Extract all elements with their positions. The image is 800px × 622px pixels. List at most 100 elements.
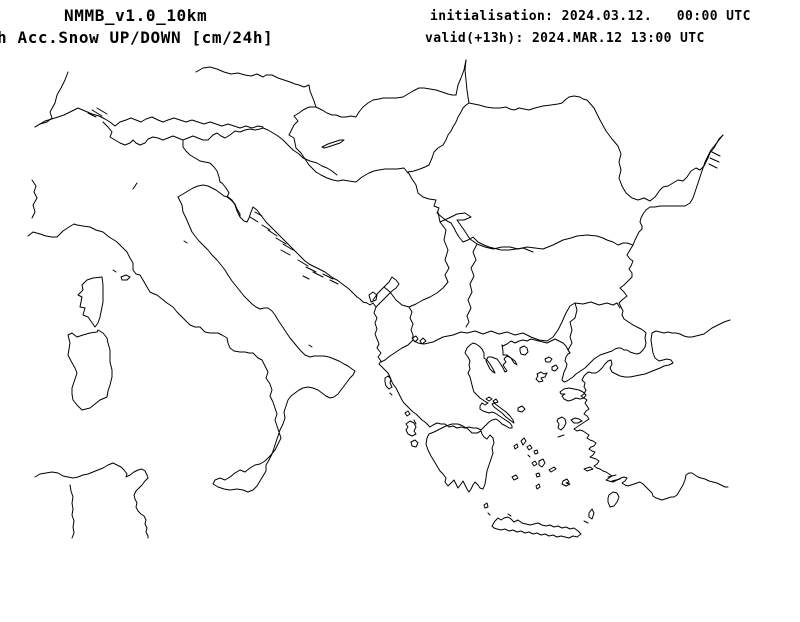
map-feature-island-skiathos [485,396,493,402]
map-feature-border-at-si [182,140,223,184]
map-feature-island-skyros [517,405,526,413]
map-feature-island-ios [535,472,541,478]
map-feature-coast-blacksea-west [618,134,724,348]
map-feature-coast-dalmatia [252,206,377,308]
map-feature-border-rs-west [372,211,450,308]
product-label: h Acc.Snow UP/DOWN [cm/24h] [0,28,274,47]
map-feature-danube-delta-1 [711,151,721,157]
map-feature-island-kea [513,443,519,450]
map-feature-island-zakynthos [410,439,419,448]
map-feature-island-korcula [322,273,334,280]
map-feature-coast-epirus-albania [373,306,429,426]
map-feature-island-thasos [519,345,529,356]
map-feature-island-kornati [282,243,294,251]
map-feature-island-rab [261,224,271,231]
map-feature-island-krk [254,211,263,217]
map-feature-border-hu-ro [407,102,470,173]
map-feature-coast-thermaikos-attica [464,347,513,431]
map-feature-island-skopelos [492,398,499,404]
map-feature-island-brac [305,266,317,273]
map-feature-lake-garda [132,182,138,190]
map-feature-island-santorini [535,483,541,490]
map-feature-island-rhodes [607,491,620,508]
map-feature-border-fr-it [31,179,38,219]
map-feature-islet-tremiti [308,344,313,348]
map-feature-island-hvar [312,271,324,278]
map-feature-island-paros [531,460,538,467]
map-feature-islet-montecristo [112,269,117,273]
map-feature-border-bg-ro-danube [476,234,634,250]
map-feature-border-al-gr [380,339,414,363]
map-feature-peninsula-bodrum [607,474,617,478]
map-feature-island-kefalonia [405,420,417,437]
map-feature-island-paxi [389,392,393,396]
map-feature-coast-turkey-blacksea [651,319,731,338]
map-feature-island-mljet [329,279,339,285]
map-feature-border-cz-at-sk [195,66,317,108]
map-feature-border-hu-west [288,106,317,173]
map-feature-island-corsica [77,276,104,328]
map-feature-island-crete [491,516,582,539]
map-feature-coast-sicily-west [69,484,75,539]
map-feature-border-al-mk [408,306,414,341]
map-feature-island-evia [491,402,515,424]
initialisation-label: initialisation: 2024.03.12. 00:00 UTC [430,9,751,24]
map-feature-island-ithaca [413,419,417,425]
map-feature-island-kythira [483,502,489,509]
map-feature-island-kos [583,466,594,472]
map-feature-island-kasos [583,520,589,524]
map-feature-coast-istria [177,184,254,223]
map-feature-island-samothrace [544,356,553,363]
map-feature-border-hu-sk [315,59,467,118]
map-feature-border-alps-upper [34,107,264,129]
map-feature-border-bg-tr [574,301,621,309]
map-feature-border-me-al [375,276,400,308]
map-feature-island-syros [527,454,531,458]
map-feature-coast-chalkidiki [466,342,518,374]
map-feature-lake-prespa [419,337,427,345]
map-feature-border-alps-lower [102,121,294,151]
map-feature-island-tinos [526,444,533,451]
map-feature-island-vis [302,275,310,280]
map-feature-coast-turkey-west [573,332,729,501]
map-feature-island-milos [511,474,519,481]
map-feature-coast-italy-main [27,196,356,493]
map-feature-border-si-hr [221,182,241,218]
map-feature-lake-balaton [321,139,345,149]
map-feature-border-ro-east [586,99,724,202]
map-feature-lake-ohrid [411,335,419,343]
map-feature-danube-delta-3 [708,163,718,169]
map-feature-island-zadar-chain [280,249,291,256]
map-feature-island-dugi-otok [275,237,287,245]
map-feature-island-sardinia [67,329,113,411]
map-feature-island-naxos [538,458,546,468]
map-feature-border-hu-south [315,167,409,183]
map-feature-island-samos [570,417,583,424]
map-feature-danube-delta-2 [709,157,720,163]
map-feature-island-mykonos [533,449,539,455]
map-feature-island-gokceada [551,364,559,372]
map-feature-border-de-cz [34,71,69,128]
map-feature-border-rs-bg [465,243,478,328]
map-feature-island-cres [249,216,259,223]
map-feature-island-ikaria [557,434,565,438]
map-feature-border-gr-mk-bg [412,302,576,345]
map-feature-island-corfu [384,375,393,390]
map-feature-island-chios [556,416,567,431]
map-feature-border-hatch-3 [96,107,108,115]
map-feature-border-rs-ro [407,171,534,253]
map-feature-border-hatch-1 [87,112,97,118]
map-feature-island-andros [520,437,527,446]
map-feature-island-antikythira [487,512,491,516]
valid-time-label: valid(+13h): 2024.MAR.12 13:00 UTC [425,31,705,46]
map-feature-island-lefkada [404,410,411,417]
map-feature-island-pag [267,229,278,237]
map-feature-island-elba [120,274,131,281]
map-feature-coast-sicily-north-east [34,462,149,539]
map-feature-coast-thrace [501,338,571,354]
map-feature-coast-marmara-north [561,346,646,383]
map-feature-islet-adriatic [183,240,188,244]
map-feature-island-karpathos [588,508,595,520]
